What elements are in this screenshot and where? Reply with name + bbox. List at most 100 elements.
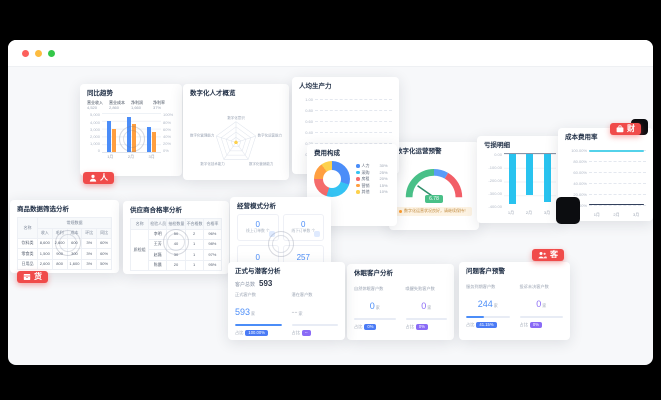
card-title: 费用构成 [314, 150, 340, 157]
radar-axis-label: 数字化营销能力 [249, 161, 274, 166]
card-title: 人均生产力 [299, 83, 332, 90]
donut-legend: 人力 30% 采购 25% 房租 20% 营销 15% [356, 164, 388, 194]
stat: 营业成本 2,860 [109, 100, 125, 110]
card-loss: 亏损明细 0.00 -100.00 -200.00 -300.00 -400.00 … [477, 136, 563, 223]
series-line-dark [589, 203, 644, 206]
card-title: 数字化人才概览 [190, 90, 236, 97]
badge-customer: 客 [532, 249, 564, 261]
card-title: 同比趋势 [87, 90, 113, 97]
table-row: 零食类 1,500 900 300 3% 60% [17, 248, 112, 260]
customer-total: 客户总数 593 [235, 279, 273, 289]
quality-table: 名称 检验人员 抽检数量 不合格数 合格率 质检组 李明 50 2 96% 王芳 40 1… [129, 218, 223, 272]
card-title: 成本费用率 [565, 134, 598, 141]
person-icon [89, 174, 97, 182]
plot-area [504, 153, 556, 210]
income-bar [146, 126, 151, 153]
minimize-window-dot[interactable] [35, 49, 42, 57]
radar-axis-label: 数字化管理能力 [190, 133, 215, 138]
legend-item: 其他 10% [356, 190, 388, 194]
table-row: 陈晨 20 1 95% [131, 259, 223, 272]
customer-stat: 投诉未决客户数 0家 占比 0% [519, 285, 563, 328]
bar-group [126, 113, 136, 153]
legend-item: 人力 30% [356, 164, 388, 168]
product-table: 名称 常规数据 收入 毛利 成本 环比 同比 饮料类 8,600 2,600 600 3… [17, 217, 113, 271]
card-title: 供应商合格率分析 [130, 207, 182, 214]
stat-tile: 0 线上订单数 个 [237, 214, 279, 242]
legend-item: 采购 25% [356, 170, 388, 175]
badge-goods: 货 [17, 271, 48, 283]
card-gauge: 数字化运营预警 6.78 数字化运营状况良好，请继续保持！ [389, 142, 479, 230]
customer-stat: 自然休眠客户数 0家 占比 0% [354, 287, 396, 330]
bar-chart: 5,000 4,000 3,000 2,000 1,000 0 [87, 112, 175, 154]
card-title: 亏损明细 [484, 142, 510, 149]
notice-dot-icon [399, 209, 402, 213]
decor-dark-square [556, 197, 580, 224]
loss-bar [543, 154, 551, 202]
income-bar [126, 117, 131, 153]
card-title: 数字化运营预警 [396, 148, 442, 155]
profit-bar [112, 128, 117, 153]
maximize-window-dot[interactable] [48, 49, 55, 57]
bar-group [107, 113, 117, 153]
card-title: 休眠客户分析 [354, 270, 393, 277]
card-mode: 经营模式分析 0 线上订单数 个 0 线下订单数 个 0 257 [230, 197, 331, 270]
badge-finance: 财 [610, 123, 641, 135]
y-axis-left: 5,000 4,000 3,000 2,000 1,000 0 [89, 112, 100, 154]
income-bar [107, 121, 112, 153]
radar-axis-label: 数字化运营能力 [258, 133, 282, 138]
legend-item: 房租 20% [356, 177, 388, 181]
bar-group [146, 113, 156, 153]
ratio-badge: 41.15% [476, 321, 497, 328]
window-titlebar [8, 40, 653, 67]
card-title: 经营模式分析 [237, 203, 276, 210]
y-axis: 0.00 -100.00 -200.00 -300.00 -400.00 [488, 152, 502, 210]
table-header-row: 名称 检验人员 抽检数量 不合格数 合格率 [129, 218, 223, 230]
gauge-value: 6.78 [425, 195, 443, 204]
stat: 净利率 37% [153, 100, 165, 110]
ratio-badge: -- [301, 329, 311, 336]
people-icon [538, 252, 547, 259]
x-axis: 1月 2月 3月 [107, 154, 155, 160]
plot-area [102, 113, 161, 154]
radar-chart: 数字化意识 数字化管理能力 数字化营销能力 数字化技术能力 数字化运营能力 [190, 115, 282, 166]
stat-tile: 0 线下订单数 个 [282, 214, 324, 242]
table-row: 日用品 2,600 800 1,600 3% 50% [17, 258, 112, 271]
table-row: 王芳 40 1 98% [131, 238, 223, 251]
table-header-row: 名称 常规数据 [17, 217, 113, 239]
card-customers: 正式与潜客分析 客户总数 593 正式客户数 593家 占比 100.00% 潜在… [228, 262, 345, 340]
ratio-badge: 100.00% [245, 329, 268, 336]
bar-chart: 0.00 -100.00 -200.00 -300.00 -400.00 [484, 152, 556, 210]
card-warning: 问题客户预警 服务到期客户数 244家 占比 41.15% 投诉未决客户数 0家 … [459, 262, 570, 340]
loss-bar [526, 154, 534, 196]
tile-icon [314, 231, 320, 238]
ratio-badge: 0% [415, 323, 428, 330]
x-axis: 1月 2月 3月 [507, 210, 551, 216]
customer-stat: 服务到期客户数 244家 占比 41.15% [466, 285, 510, 328]
customer-stat: 唤醒失败客户数 0家 占比 0% [405, 287, 447, 330]
card-trend: 同比趋势 营业收入 4,520 营业成本 2,860 净利润 1,660 净利率 37%… [80, 84, 182, 176]
profit-bar [131, 124, 136, 153]
profit-bar [151, 132, 156, 153]
card-title: 问题客户预警 [466, 268, 505, 275]
card-radar: 数字化人才概览 数字化意识 数字化管理能力 数字化营销能力 数字化技术能力 数字… [183, 84, 289, 180]
y-axis-right: 100% 80% 60% 40% 20% 0% [163, 112, 174, 154]
table-row: 饮料类 8,600 2,600 600 3% 60% [17, 237, 112, 250]
card-expense: 费用构成 人力 30% 采购 25% 房租 20% [307, 144, 397, 226]
customer-stat: 正式客户数 593家 占比 100.00% [235, 293, 282, 336]
tile-icon [268, 231, 275, 238]
ratio-badge: 0% [529, 321, 542, 328]
card-title: 商品数据筛选分析 [17, 206, 69, 213]
radar-axis-label: 数字化意识 [227, 115, 245, 120]
card-costrate: 成本费用率 100.00% 80.00% 60.00% 40.00% 20.00… [558, 128, 653, 221]
radar-axis-label: 数字化技术能力 [200, 161, 225, 166]
series-line-cyan [589, 150, 644, 152]
close-window-dot[interactable] [22, 49, 29, 57]
box-icon [23, 274, 31, 280]
legend-item: 营销 15% [356, 183, 388, 188]
badge-people: 人 [83, 172, 114, 184]
table-header-row: 收入 毛利 成本 环比 同比 [18, 227, 112, 239]
donut-chart [314, 161, 350, 198]
stat: 营业收入 4,520 [87, 100, 103, 110]
